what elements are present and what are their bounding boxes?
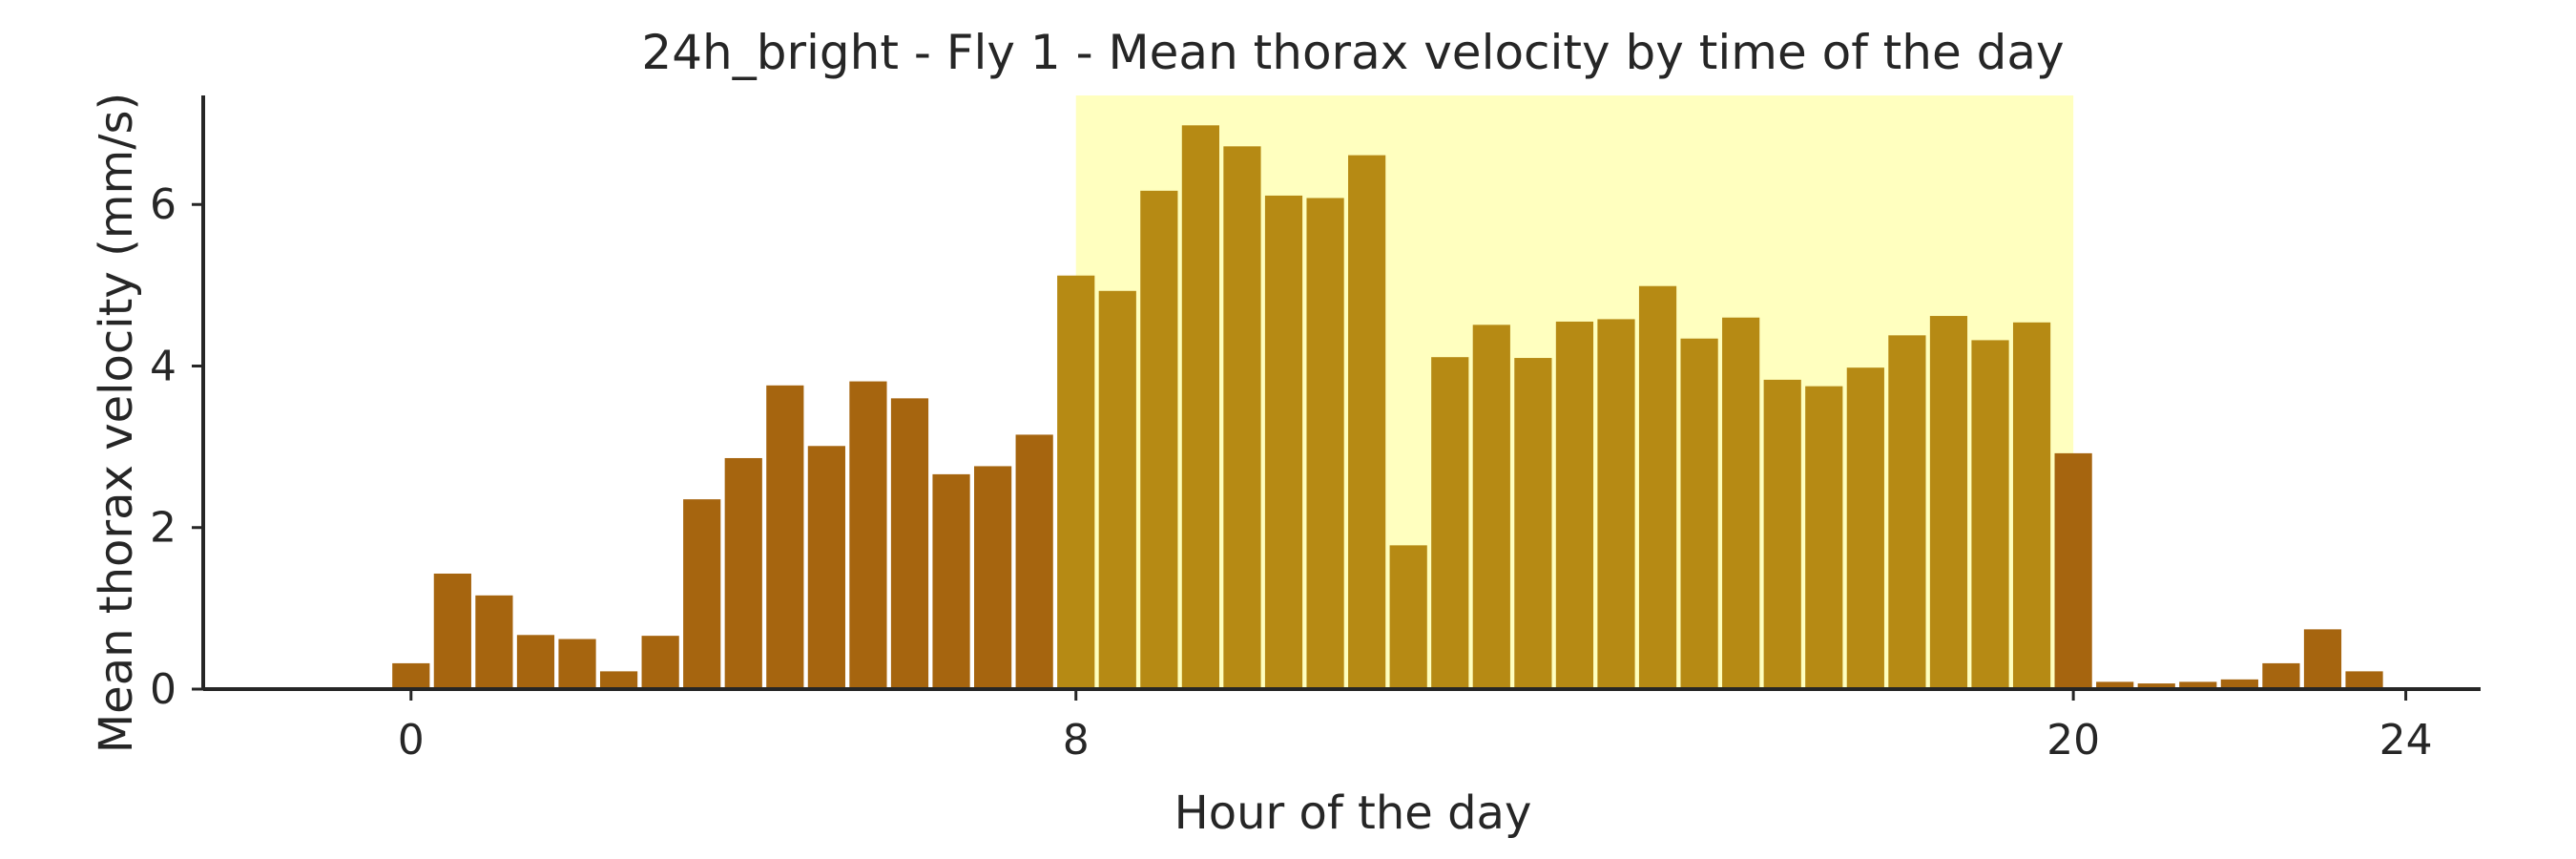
bar [1223,146,1261,690]
bar [683,499,721,689]
bar [558,639,596,689]
bar [1514,358,1552,689]
bar [849,381,887,689]
bar [1929,316,1968,689]
bar [2012,322,2051,689]
bar [1181,125,1220,689]
bar [2054,452,2092,689]
bar [2220,679,2258,689]
bar [1098,290,1136,689]
y-tick-label: 2 [150,504,177,553]
x-tick-label: 0 [398,716,425,765]
bar [2137,683,2175,689]
bar [1680,338,1718,689]
bar [475,595,513,689]
bar [1431,357,1469,689]
bar [1597,319,1635,689]
bar [392,662,430,689]
bar [1389,545,1427,689]
x-tick-label: 8 [1063,716,1090,765]
bar [516,635,555,689]
bar [766,385,804,689]
bar [932,473,970,689]
y-axis-label: Mean thorax velocity (mm/s) [90,93,143,753]
bar [2262,662,2300,689]
bar [974,466,1012,689]
bar [890,398,929,689]
bar [2303,629,2342,689]
bar [1015,434,1053,689]
bar [2345,671,2383,689]
bar [1555,321,1594,689]
bar [433,573,471,689]
bars-layer [392,125,2383,690]
bar [1057,275,1095,689]
bar [1348,155,1386,690]
chart-title: 24h_bright - Fly 1 - Mean thorax velocit… [641,25,2064,80]
y-tick-label: 4 [150,342,177,390]
bar [1306,198,1344,689]
bar [1638,285,1677,689]
bar [807,446,845,689]
x-tick-label: 24 [2379,716,2433,765]
x-ticks: 0 8 20 24 [398,689,2433,765]
bar [641,636,679,689]
bar [1888,335,1926,689]
x-tick-label: 20 [2046,716,2100,765]
x-axis-label: Hour of the day [1174,786,1532,840]
bar [1763,379,1801,689]
bar [724,457,762,689]
bar [1140,190,1178,689]
bar [1264,195,1303,690]
bar [1805,386,1843,689]
bar [1472,325,1510,689]
bar [1722,317,1760,689]
bar [2179,681,2217,689]
bar [1846,367,1884,689]
bar [1971,340,2009,689]
y-ticks: 0 2 4 6 [150,180,203,714]
y-tick-label: 0 [150,665,177,714]
bar [2096,681,2134,689]
y-tick-label: 6 [150,180,177,229]
bar [599,671,638,689]
